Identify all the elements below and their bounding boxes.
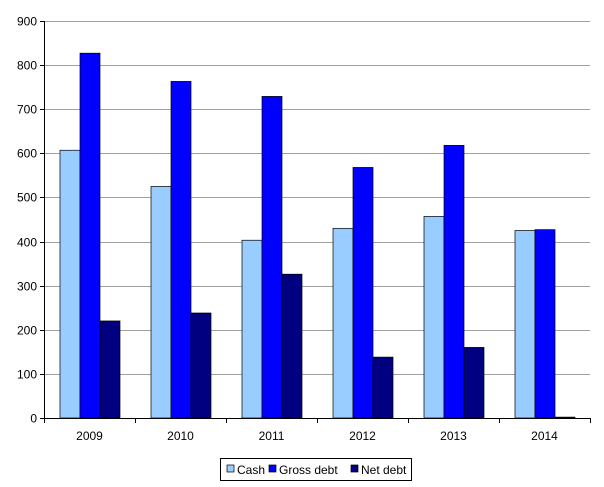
- bar-net-debt-2009: [99, 320, 121, 419]
- x-tick-label: 2013: [440, 429, 467, 443]
- legend-swatch-cash: [226, 464, 235, 473]
- bar-cash-2009: [59, 149, 81, 419]
- bar-net-debt-2011: [281, 273, 303, 419]
- y-tick-label: 400: [17, 236, 37, 250]
- y-tick-label: 100: [17, 368, 37, 382]
- axes: [40, 21, 591, 423]
- gridlines: [44, 21, 590, 375]
- x-tick-label: 2011: [259, 429, 285, 443]
- y-tick-label: 500: [17, 191, 37, 205]
- bar-net-debt-2014: [554, 416, 576, 419]
- legend-swatch-gross-debt: [268, 464, 277, 473]
- bar-net-debt-2012: [372, 356, 394, 419]
- bar-cash-2012: [332, 227, 354, 419]
- bar-net-debt-2013: [463, 347, 485, 419]
- bar-gross-debt-2012: [352, 167, 374, 419]
- bar-gross-debt-2014: [534, 229, 556, 419]
- bar-gross-debt-2011: [261, 96, 283, 419]
- bar-gross-debt-2013: [443, 145, 465, 419]
- legend-label-net-debt: Net debt: [361, 463, 407, 477]
- x-tick-label: 2014: [531, 429, 558, 443]
- bar-net-debt-2010: [190, 312, 212, 419]
- bar-gross-debt-2010: [170, 81, 192, 419]
- legend: Cash Gross debt Net debt: [220, 458, 412, 481]
- y-tick-label: 700: [17, 103, 37, 117]
- x-tick-label: 2010: [167, 429, 194, 443]
- legend-label-gross-debt: Gross debt: [279, 463, 338, 477]
- bar-cash-2011: [241, 239, 263, 419]
- y-tick-label: 300: [17, 280, 37, 294]
- bars: [59, 52, 576, 419]
- x-tick-label: 2009: [76, 429, 103, 443]
- legend-box: [220, 458, 412, 481]
- legend-swatch-net-debt: [350, 464, 359, 473]
- legend-label-cash: Cash: [237, 463, 265, 477]
- y-tick-label: 800: [17, 59, 37, 73]
- y-tick-label: 600: [17, 147, 37, 161]
- y-tick-label: 200: [17, 324, 37, 338]
- tick-labels: 0 100 200 300 400 500 600 700 800 900 2009 2010 2011…: [17, 15, 558, 444]
- bar-cash-2014: [514, 230, 536, 419]
- y-tick-label: 0: [30, 412, 37, 426]
- bar-gross-debt-2009: [79, 52, 101, 419]
- bar-cash-2010: [150, 186, 172, 419]
- x-tick-label: 2012: [349, 429, 376, 443]
- y-tick-label: 900: [17, 15, 37, 29]
- bar-cash-2013: [423, 216, 445, 419]
